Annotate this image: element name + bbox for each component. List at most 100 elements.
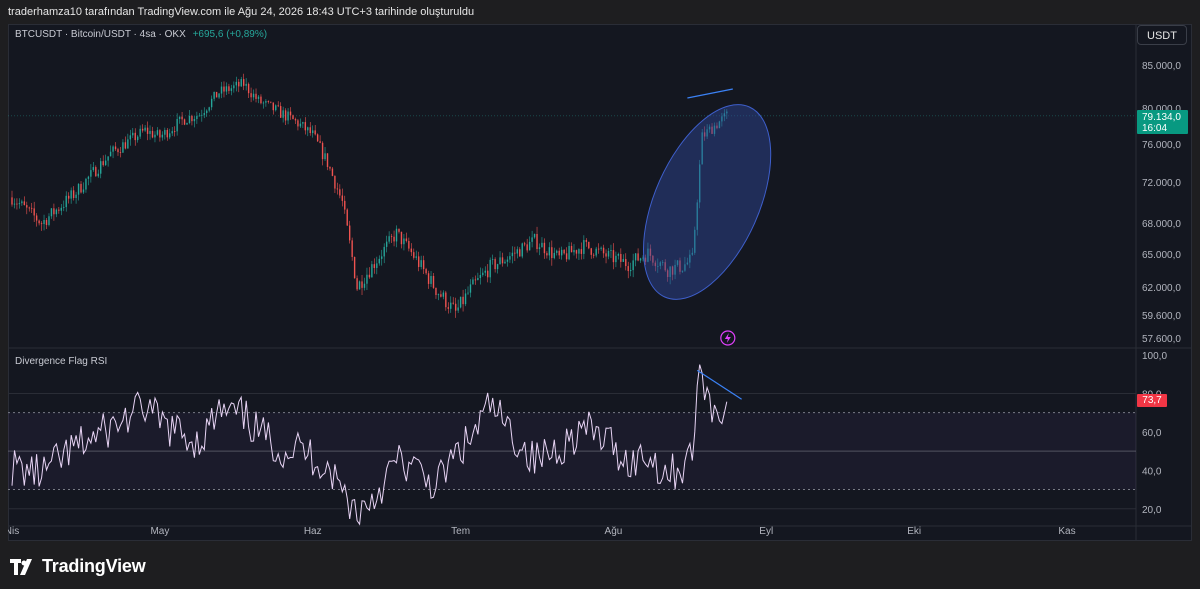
candle-body (524, 243, 526, 245)
candle-body (243, 79, 245, 86)
candle-body (467, 292, 469, 294)
candle-body (479, 275, 482, 278)
candle-body (321, 142, 324, 160)
candle-body (238, 81, 240, 87)
candle-body (499, 257, 501, 265)
symbol-label: BTCUSDT · Bitcoin/USDT · 4sa · OKX (15, 29, 186, 40)
brand-logo[interactable]: TradingView (10, 556, 146, 577)
snapshot-caption: traderhamza10 tarafından TradingView.com… (8, 6, 475, 18)
tradingview-logo-icon (10, 558, 32, 575)
candle-body (270, 101, 272, 103)
candle-body (580, 249, 583, 254)
candle-body (137, 136, 139, 141)
candle-body (144, 127, 146, 131)
candle-body (415, 256, 417, 258)
candle-body (703, 132, 706, 137)
candle-body (252, 93, 255, 98)
candle-body (459, 296, 462, 308)
candle-body (666, 270, 669, 277)
candle-body (590, 248, 592, 255)
price-tick-label: 57.600,0 (1142, 334, 1181, 345)
rsi-series-line (11, 364, 728, 526)
candle-body (716, 125, 718, 129)
candle-body (346, 209, 348, 226)
candle-body (58, 209, 60, 211)
candle-body (627, 266, 629, 272)
candle-body (477, 277, 479, 281)
candle-body (104, 160, 107, 166)
candle-body (28, 207, 30, 209)
price-grid (8, 24, 1192, 541)
candle-body (620, 253, 622, 262)
candle-body (302, 122, 304, 124)
candle-body (102, 161, 104, 166)
candle-body (548, 247, 551, 256)
candle-body (588, 241, 590, 249)
currency-button[interactable]: USDT (1137, 25, 1187, 45)
candle-body (334, 175, 336, 189)
candle-body (708, 126, 711, 130)
candle-body (356, 278, 358, 290)
candle-body (691, 252, 694, 255)
chart-canvas[interactable]: 85.000,0 80.000,0 76.000,0 72.000,0 68.000,0… (8, 24, 1192, 541)
candle-body (388, 236, 390, 242)
candle-body (472, 279, 474, 285)
candle-body (410, 248, 413, 253)
candle-body (260, 96, 262, 104)
candle-body (55, 209, 58, 215)
highlight-ellipse (642, 104, 772, 300)
candle-body (272, 102, 274, 111)
candle-body (568, 245, 570, 260)
candle-body (117, 149, 119, 153)
candle-body (602, 247, 605, 254)
candle-body (257, 96, 260, 99)
candle-body (408, 240, 410, 249)
candle-body (223, 86, 225, 92)
candle-body (442, 292, 445, 297)
candle-body (583, 240, 585, 254)
candle-body (124, 142, 127, 149)
candle-body (262, 102, 265, 104)
candle-body (245, 83, 247, 86)
symbol-legend[interactable]: BTCUSDT · Bitcoin/USDT · 4sa · OKX +695,… (15, 29, 267, 40)
time-tick-label: Tem (451, 526, 470, 537)
candle-body (491, 259, 494, 260)
candle-body (595, 248, 597, 256)
candle-body (659, 262, 661, 266)
candle-body (339, 189, 341, 196)
candle-body (95, 167, 97, 177)
candle-body (70, 190, 72, 199)
candle-body (378, 258, 380, 264)
candle-body (516, 249, 519, 254)
candle-body (575, 250, 578, 254)
candle-body (299, 123, 302, 127)
candle-body (23, 201, 26, 206)
candle-body (536, 234, 538, 249)
candle-body (191, 115, 193, 122)
candle-body (578, 249, 580, 254)
rsi-trendline (696, 369, 742, 400)
candle-body (383, 246, 385, 257)
rsi-title[interactable]: Divergence Flag RSI (15, 356, 108, 367)
candle-body (629, 270, 632, 272)
candle-body (526, 244, 528, 251)
candle-body (674, 264, 676, 275)
candle-body (159, 130, 161, 138)
candle-body (119, 152, 122, 153)
candle-body (161, 134, 164, 138)
candle-body (368, 274, 371, 278)
candle-body (457, 307, 459, 311)
candle-body (63, 207, 65, 208)
candle-body (565, 253, 568, 260)
candle-body (437, 294, 440, 296)
candle-body (570, 245, 573, 253)
candle-body (284, 110, 287, 121)
candle-body (706, 129, 708, 137)
candle-body (292, 115, 294, 120)
candle-body (31, 207, 33, 209)
candle-body (511, 252, 514, 257)
candle-body (213, 91, 215, 99)
candle-body (533, 234, 536, 238)
candle-body (297, 120, 299, 127)
candle-body (519, 249, 521, 257)
